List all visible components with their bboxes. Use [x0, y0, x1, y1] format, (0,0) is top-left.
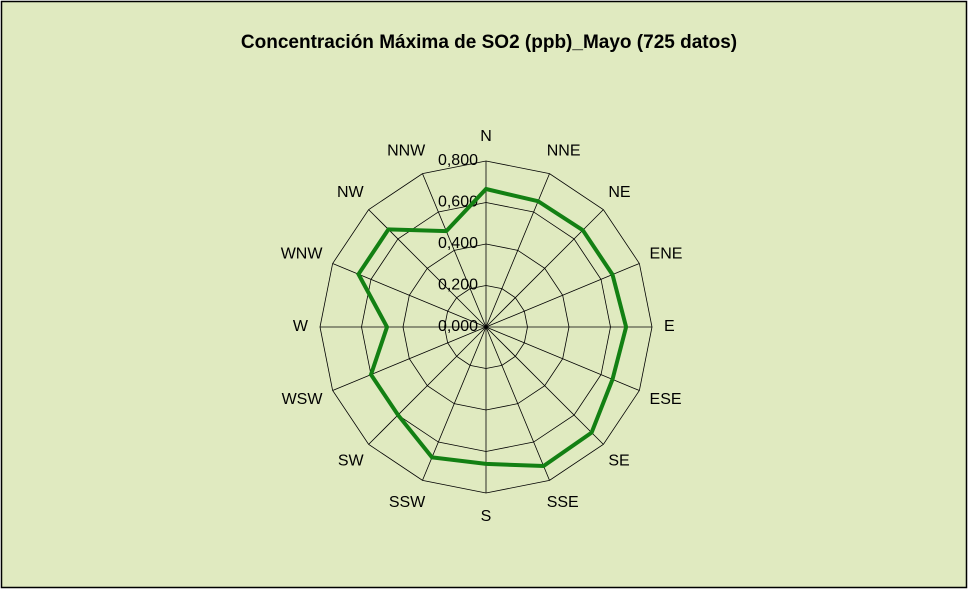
category-label: S: [481, 508, 492, 525]
category-label: SE: [608, 453, 629, 470]
grid-ring: [361, 202, 611, 452]
category-label: WNW: [281, 246, 324, 263]
category-label: W: [293, 318, 309, 335]
category-label: N: [480, 128, 492, 145]
category-label: SW: [338, 453, 365, 470]
data-line: [356, 186, 629, 469]
category-label: NW: [337, 184, 365, 201]
y-tick-label: 0,000: [438, 318, 478, 335]
category-label: NNE: [547, 143, 581, 160]
grid-ring: [319, 160, 653, 494]
grid-ring: [444, 285, 528, 369]
category-label: ESE: [650, 391, 682, 408]
category-label: NNW: [387, 143, 426, 160]
category-label: SSW: [389, 494, 426, 511]
category-label: E: [664, 318, 675, 335]
chart-title: Concentración Máxima de SO2 (ppb)_Mayo (…: [241, 32, 737, 53]
category-label: SSE: [547, 494, 579, 511]
category-label: ENE: [650, 246, 683, 263]
y-tick-label: 0,400: [438, 235, 478, 252]
category-label: WSW: [282, 391, 324, 408]
category-label: NE: [608, 184, 630, 201]
y-tick-label: 0,800: [438, 152, 478, 169]
grid-ring: [402, 243, 570, 411]
y-tick-label: 0,200: [438, 277, 478, 294]
